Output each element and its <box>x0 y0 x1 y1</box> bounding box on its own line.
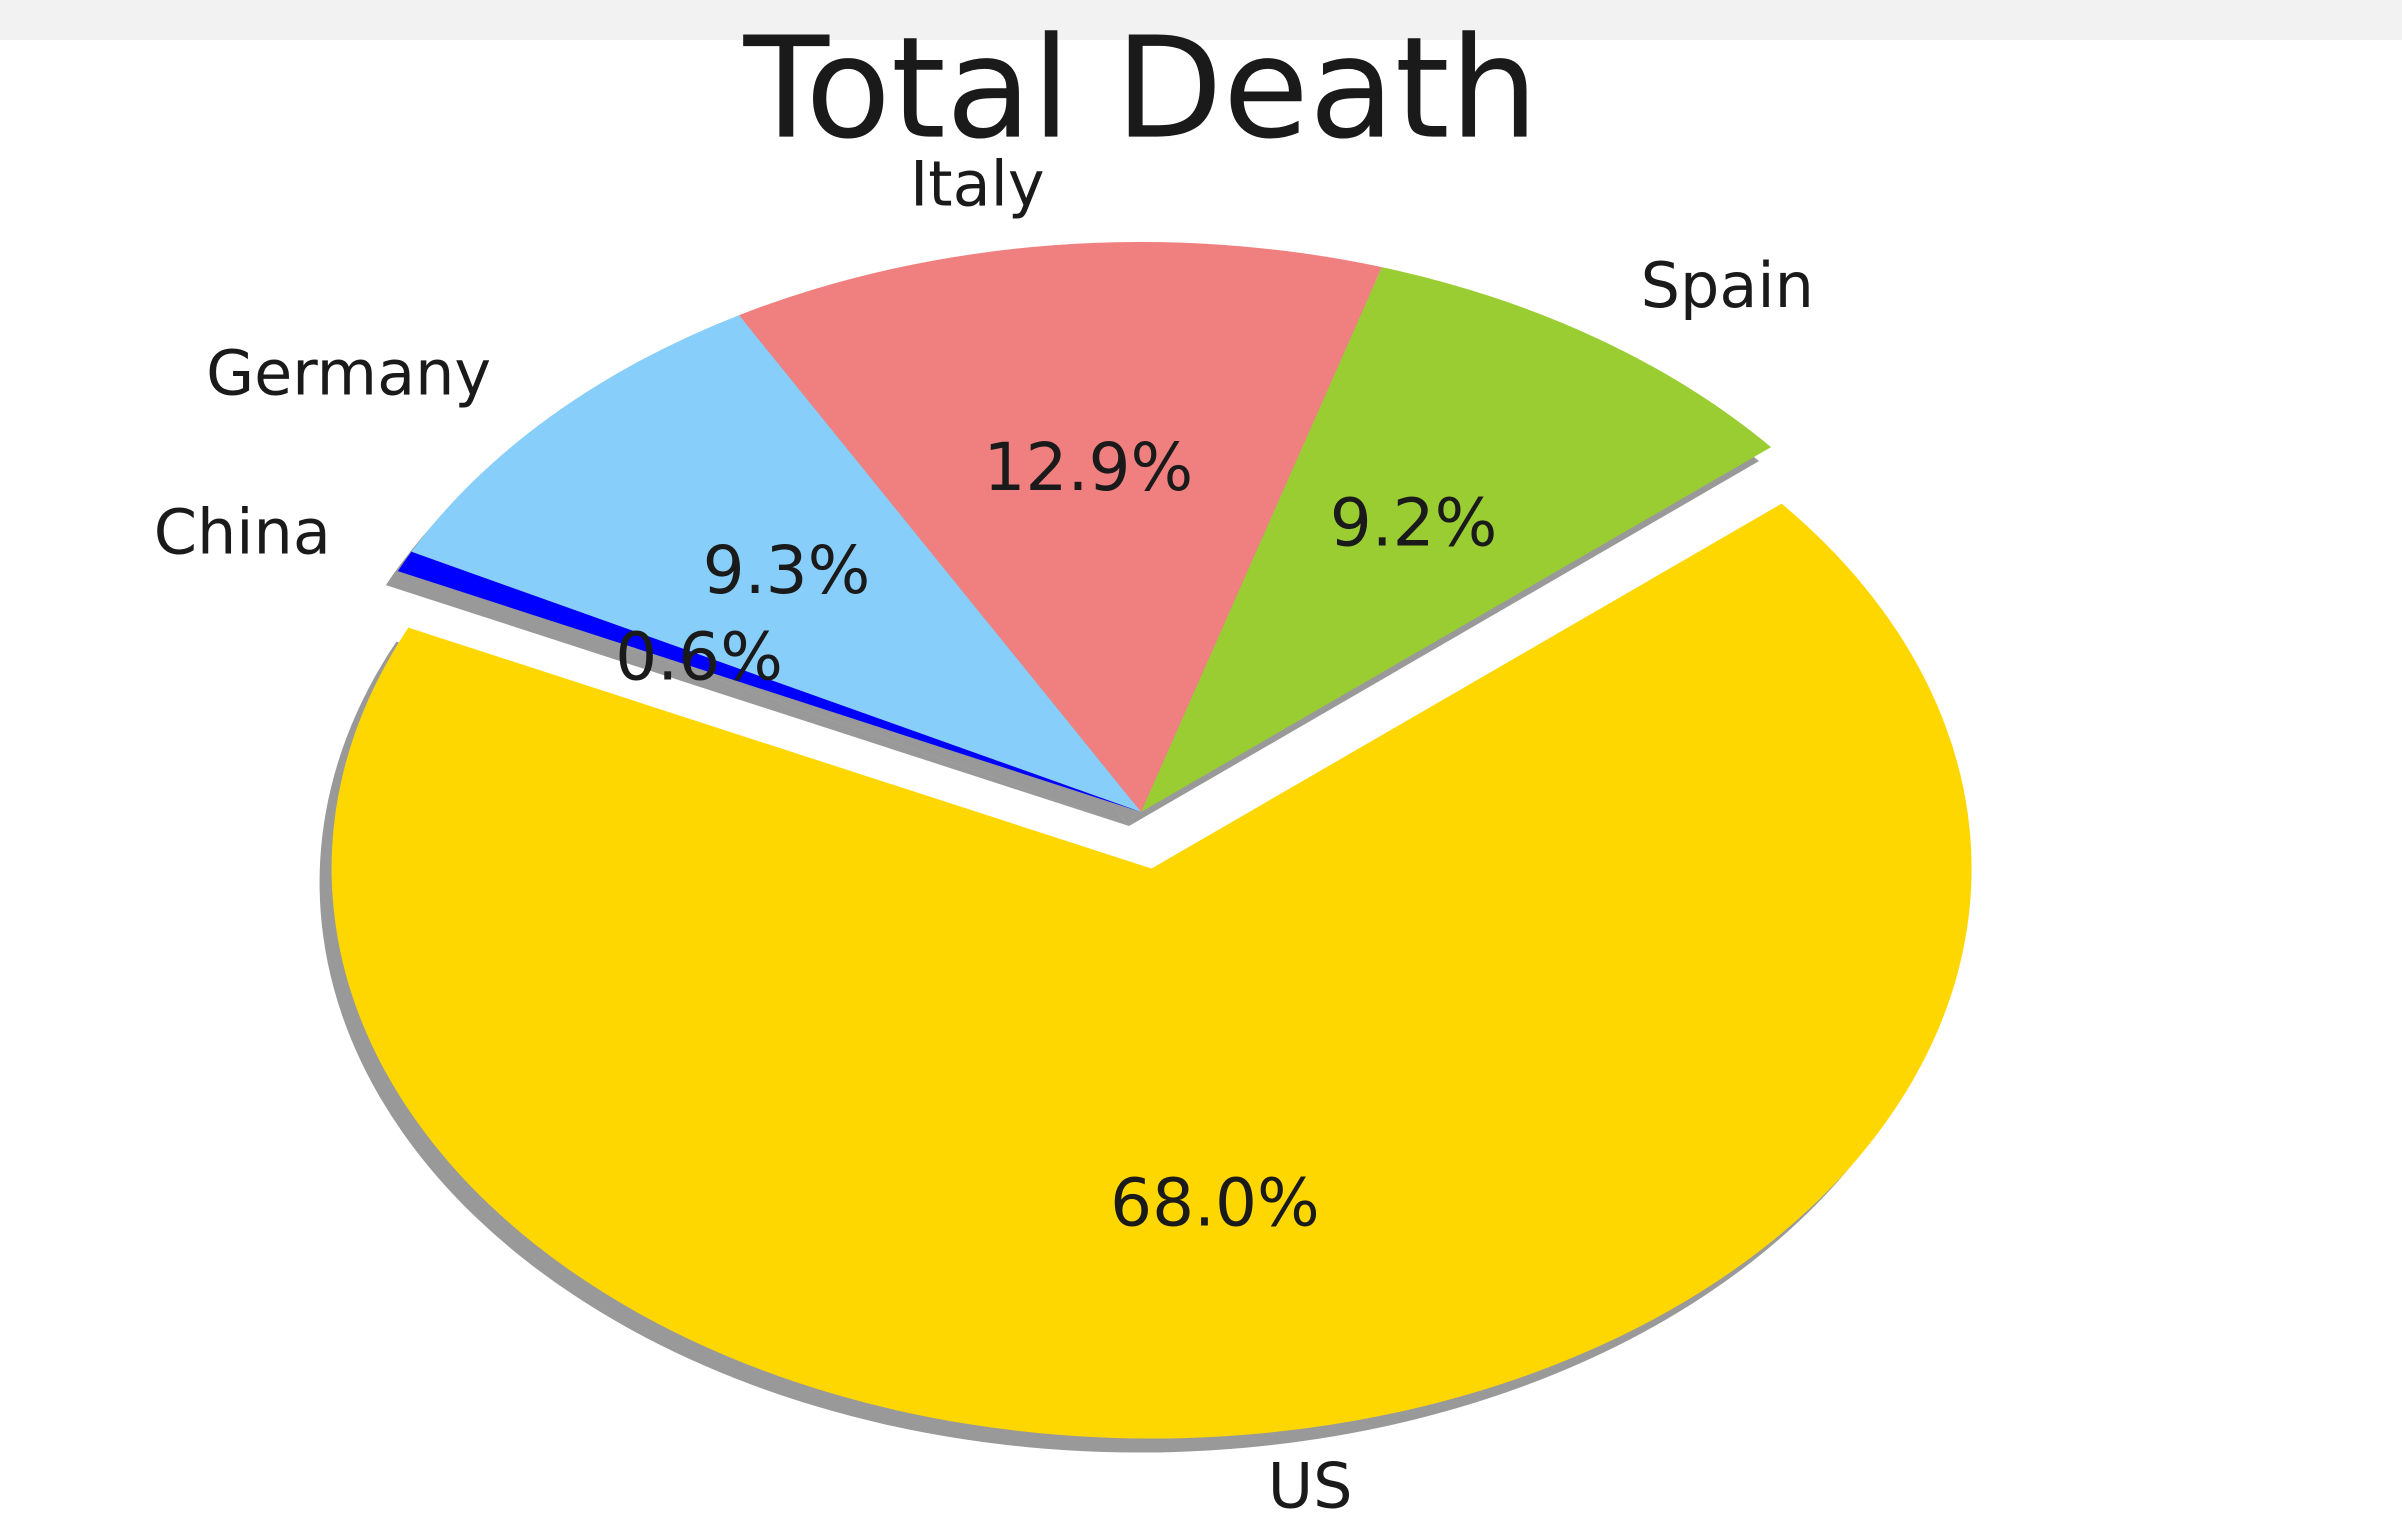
category-label: China <box>154 495 331 568</box>
category-label: Germany <box>206 336 491 409</box>
value-label: 9.3% <box>703 532 871 609</box>
slice <box>738 241 1382 812</box>
top-bar <box>0 0 2402 40</box>
category-label: Italy <box>910 148 1045 221</box>
category-label: Spain <box>1641 249 1814 322</box>
value-label: 68.0% <box>1110 1165 1320 1242</box>
value-label: 12.9% <box>984 429 1194 506</box>
value-label: 9.2% <box>1330 484 1498 561</box>
slice <box>331 503 1972 1439</box>
chart-title: Total Death <box>743 8 1539 171</box>
slice-shadow <box>385 565 1129 826</box>
slice <box>411 315 1141 812</box>
slice <box>1141 267 1771 812</box>
value-label: 0.6% <box>615 619 783 696</box>
category-label: US <box>1268 1449 1353 1514</box>
slice <box>397 551 1141 812</box>
